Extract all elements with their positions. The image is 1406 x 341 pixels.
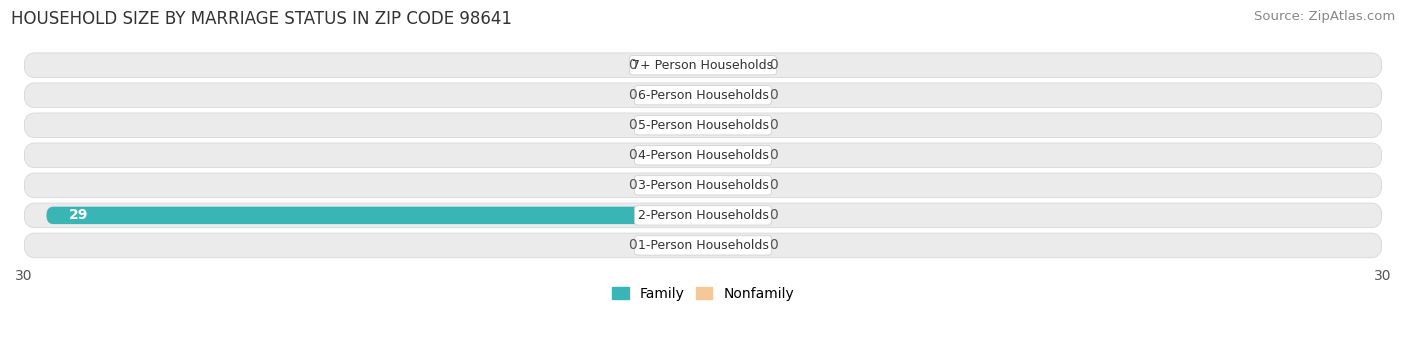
Text: 0: 0 [769,58,778,72]
Text: 0: 0 [769,88,778,102]
FancyBboxPatch shape [703,117,759,134]
Text: 7+ Person Households: 7+ Person Households [633,59,773,72]
FancyBboxPatch shape [703,147,759,164]
FancyBboxPatch shape [24,173,1382,198]
Text: 0: 0 [769,208,778,222]
FancyBboxPatch shape [703,57,759,74]
FancyBboxPatch shape [703,237,759,254]
Text: 0: 0 [628,238,637,252]
Legend: Family, Nonfamily: Family, Nonfamily [606,281,800,306]
Text: HOUSEHOLD SIZE BY MARRIAGE STATUS IN ZIP CODE 98641: HOUSEHOLD SIZE BY MARRIAGE STATUS IN ZIP… [11,10,512,28]
FancyBboxPatch shape [24,203,1382,228]
Text: 5-Person Households: 5-Person Households [637,119,769,132]
FancyBboxPatch shape [647,177,703,194]
Text: 4-Person Households: 4-Person Households [637,149,769,162]
FancyBboxPatch shape [647,117,703,134]
Text: 0: 0 [628,88,637,102]
Text: 0: 0 [769,178,778,192]
FancyBboxPatch shape [647,237,703,254]
FancyBboxPatch shape [24,233,1382,258]
FancyBboxPatch shape [24,53,1382,77]
FancyBboxPatch shape [647,147,703,164]
FancyBboxPatch shape [24,83,1382,107]
FancyBboxPatch shape [703,207,759,224]
Text: 0: 0 [769,148,778,162]
Text: 0: 0 [628,58,637,72]
Text: 0: 0 [628,148,637,162]
Text: 0: 0 [769,118,778,132]
Text: 3-Person Households: 3-Person Households [637,179,769,192]
FancyBboxPatch shape [46,207,703,224]
Text: 0: 0 [628,178,637,192]
FancyBboxPatch shape [703,87,759,104]
FancyBboxPatch shape [703,177,759,194]
Text: 29: 29 [69,208,89,222]
FancyBboxPatch shape [24,113,1382,138]
Text: 0: 0 [628,118,637,132]
FancyBboxPatch shape [647,57,703,74]
Text: 6-Person Households: 6-Person Households [637,89,769,102]
FancyBboxPatch shape [24,143,1382,168]
FancyBboxPatch shape [647,87,703,104]
Text: Source: ZipAtlas.com: Source: ZipAtlas.com [1254,10,1395,23]
Text: 2-Person Households: 2-Person Households [637,209,769,222]
Text: 1-Person Households: 1-Person Households [637,239,769,252]
Text: 0: 0 [769,238,778,252]
